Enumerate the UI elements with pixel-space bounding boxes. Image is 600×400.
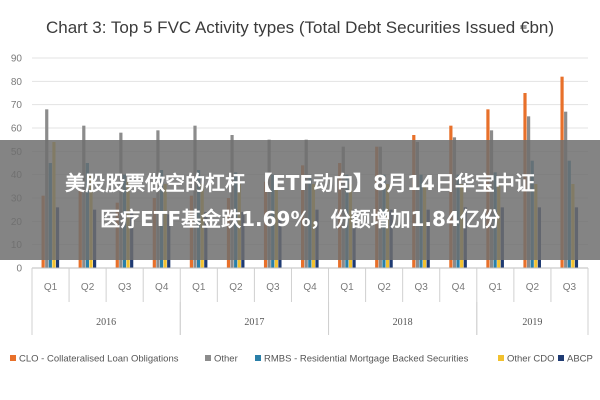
x-tick-label: Q2: [526, 282, 540, 293]
x-tick-label: Q2: [229, 282, 243, 293]
legend-swatch: [205, 355, 211, 361]
legend-label: RMBS - Residential Mortgage Backed Secur…: [264, 354, 469, 365]
y-tick-label: 0: [16, 264, 22, 275]
x-tick-label: Q2: [81, 282, 95, 293]
legend-label: CLO - Collateralised Loan Obligations: [19, 354, 179, 365]
x-tick-label: Q1: [192, 282, 206, 293]
year-label: 2016: [96, 317, 116, 328]
legend-label: Other CDO: [507, 354, 555, 365]
legend-swatch: [255, 355, 261, 361]
x-tick-label: Q3: [415, 282, 429, 293]
overlay-background: [0, 140, 600, 260]
x-tick-label: Q4: [155, 282, 169, 293]
x-tick-label: Q4: [452, 282, 466, 293]
x-tick-label: Q4: [303, 282, 317, 293]
overlay-banner: 美股股票做空的杠杆 【ETF动向】8月14日华宝中证 医疗ETF基金跌1.69%…: [0, 140, 600, 260]
chart-title: Chart 3: Top 5 FVC Activity types (Total…: [46, 18, 554, 37]
overlay-line-1: 美股股票做空的杠杆 【ETF动向】8月14日华宝中证: [65, 171, 535, 195]
legend-label: Other: [214, 354, 238, 365]
year-label: 2019: [522, 317, 542, 328]
x-tick-label: Q2: [377, 282, 391, 293]
y-tick-label: 70: [11, 100, 23, 111]
y-tick-label: 90: [11, 54, 23, 65]
year-label: 2018: [393, 317, 413, 328]
x-axis: Q1 Q2 Q3 Q4 Q1 Q2 Q3 Q4 Q1 Q2 Q3 Q4 Q1 Q2 Q3 2016 2017 20…: [31, 267, 589, 335]
legend: CLO - Collateralised Loan Obligations Oth…: [10, 354, 593, 365]
legend-swatch: [498, 355, 504, 361]
x-tick-label: Q3: [266, 282, 280, 293]
y-tick-label: 60: [11, 124, 23, 135]
y-tick-label: 80: [11, 77, 23, 88]
x-tick-label: Q3: [563, 282, 577, 293]
legend-swatch: [10, 355, 16, 361]
overlay-line-2: 医疗ETF基金跌1.69%，份额增加1.84亿份: [100, 207, 501, 231]
legend-swatch: [558, 355, 564, 361]
x-tick-label: Q1: [44, 282, 58, 293]
x-tick-label: Q3: [118, 282, 132, 293]
year-label: 2017: [244, 317, 264, 328]
legend-label: ABCP: [567, 354, 593, 365]
x-tick-label: Q1: [340, 282, 354, 293]
x-tick-label: Q1: [489, 282, 503, 293]
